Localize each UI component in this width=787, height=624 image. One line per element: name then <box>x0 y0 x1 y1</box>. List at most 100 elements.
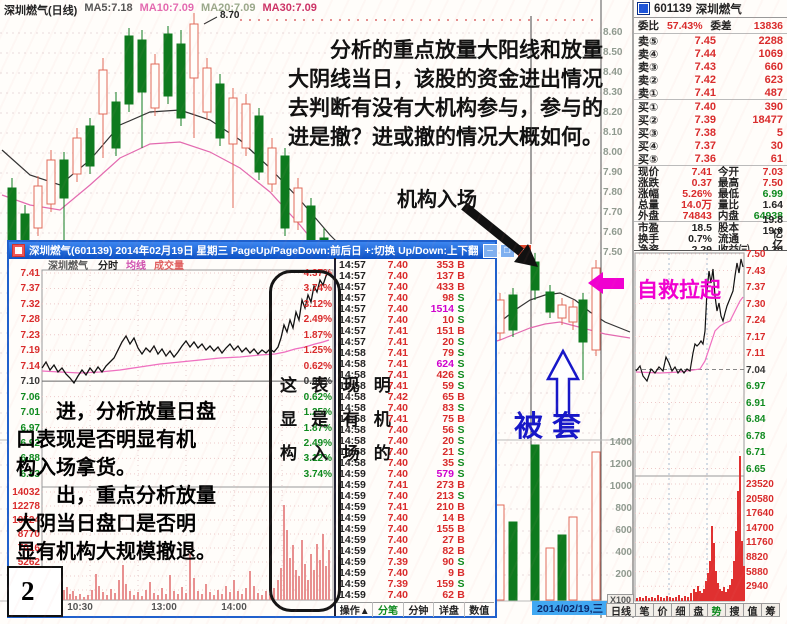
stat-row: 涨跌 0.37 最高 7.50 <box>638 176 783 190</box>
daily-chart-header: 深圳燃气(日线) MA5:7.18 MA10:7.09 MA20:7.09 MA… <box>4 2 317 18</box>
bid-row-4: 买④ 7.37 30 <box>638 139 783 153</box>
price-axis-label: 8.60 <box>603 27 623 38</box>
intraday-volume-label: 5262 <box>17 557 40 568</box>
biaoxian-line: 这 表 现 明 <box>280 376 396 395</box>
ma10-value: MA10:7.09 <box>139 2 195 14</box>
mini-volume-label: 14700 <box>746 522 774 534</box>
tick-row: 14:57 7.40 1514 S <box>339 302 465 315</box>
tick-row: 14:59 7.40 9 B <box>339 566 465 579</box>
intraday-time-label: 10:30 <box>67 602 93 613</box>
tick-row: 14:59 7.40 62 B <box>339 588 465 601</box>
stat-row: 市盈 18.5 股本 19.8亿 <box>634 214 787 240</box>
biaoxian-line: 显 是 有 机 <box>280 410 396 429</box>
volume-axis-label: 1000 <box>609 481 632 492</box>
jin-chu-line: 构入场拿货。 <box>16 457 136 479</box>
intraday-percent-label: 0.62% <box>303 391 332 403</box>
tick-row: 14:58 7.40 56 S <box>339 423 465 436</box>
period-tab-9[interactable]: 筹 <box>761 603 780 618</box>
mini-price-label: 7.50 <box>746 249 766 260</box>
stat-row: 现价 7.41 今开 7.03 <box>634 165 787 178</box>
mini-price-label: 7.11 <box>746 348 765 359</box>
ask-row-2: 卖② 7.42 623 <box>638 73 783 87</box>
stat-row: 涨幅 5.26% 最低 6.99 <box>638 187 783 201</box>
volume-axis-label: 800 <box>615 503 632 514</box>
price-axis-label: 7.90 <box>603 167 623 178</box>
jin-chu-line: 出，重点分析放量 <box>16 485 216 507</box>
weibi-value: 57.43% <box>666 19 703 32</box>
biaoxian-note: 这 表 现 明显 是 有 机构 入 场 的 <box>280 369 396 471</box>
volume-axis-label: 600 <box>615 525 632 536</box>
intraday-price-label: 7.06 <box>20 391 40 403</box>
jigou-ruchang-label: 机构入场 <box>397 189 477 211</box>
tick-toolbar-4[interactable]: 详盘 <box>433 602 463 617</box>
intraday-price-label: 7.10 <box>20 376 40 388</box>
mini-price-label: 7.30 <box>746 298 766 310</box>
intraday-percent-label: 2.49% <box>303 314 332 326</box>
tick-row: 14:59 7.40 213 S <box>339 489 465 502</box>
analysis-paragraph: 分析的重点放量大阳线和放量 大阴线当日，该股的资金进出情况 去判断有没有大机构参与，… <box>288 36 603 152</box>
analysis-line: 进是撤？进或撤的情况大概如何。 <box>288 125 603 149</box>
tick-row: 14:59 7.40 27 B <box>339 533 465 546</box>
period-tab-5[interactable]: 盘 <box>689 603 708 618</box>
tick-row: 14:59 7.40 579 S <box>339 467 465 480</box>
price-axis-label: 8.20 <box>603 107 623 118</box>
intraday-percent-label: 2.49% <box>303 437 332 449</box>
biaoxian-line: 构 入 场 的 <box>280 444 396 463</box>
bid-row-3: 买③ 7.38 5 <box>638 126 783 140</box>
tab-fenshi: 分时 <box>98 261 118 272</box>
mini-intraday-panel: 7.50 7.43 7.37 7.30 7.24 7.17 7.11 7.04 6.97 6.91… <box>634 249 787 605</box>
tick-toolbar-2[interactable]: 分笔 <box>372 602 402 617</box>
bid-row-1: 买① 7.40 390 <box>634 99 787 114</box>
page-number: 2 <box>21 576 35 606</box>
tick-row: 14:58 7.40 21 S <box>339 445 465 458</box>
period-tab-4[interactable]: 细 <box>671 603 690 618</box>
price-axis-label: 8.40 <box>603 67 623 78</box>
bid-row-5: 买⑤ 7.36 61 <box>638 152 783 166</box>
jin-chu-line: 显有机构大规模撤退。 <box>16 541 216 563</box>
tick-row: 14:57 7.41 151 B <box>339 324 465 337</box>
zijiu-laqi-label: 自救拉起 <box>637 278 721 302</box>
stat-row: 外盘 74843 内盘 64938 <box>638 209 783 223</box>
mini-volume-label: 5880 <box>746 566 769 578</box>
intraday-time-label: 14:00 <box>221 602 247 613</box>
tick-row: 14:57 7.41 20 S <box>339 335 465 348</box>
tick-row: 14:59 7.40 82 B <box>339 544 465 557</box>
window-icon <box>12 244 25 257</box>
price-axis-label: 8.00 <box>603 147 623 158</box>
jin-chu-line: 大阴当日盘口是否明 <box>16 513 196 535</box>
tick-row: 14:59 7.39 90 S <box>339 555 465 568</box>
tick-toolbar-3[interactable]: 分钟 <box>402 602 433 617</box>
mini-price-label: 7.17 <box>746 331 766 343</box>
intraday-price-label: 7.14 <box>20 360 40 372</box>
volume-axis-label: 400 <box>615 547 632 558</box>
price-axis-label: 8.10 <box>603 127 623 138</box>
tick-row: 14:58 7.40 35 S <box>339 456 465 469</box>
jin-chu-paragraph: 进，分析放量日盘 口表现是否明显有机 构入场拿货。 出，重点分析放量 大阴当日盘口是否… <box>16 398 216 566</box>
stat-row: 换手 0.7% 流通 19.0亿 <box>638 225 783 251</box>
tick-list-toolbar: 操作▲ 分笔 分钟 详盘 数值 <box>337 602 494 617</box>
tick-row: 14:59 7.40 14 B <box>339 511 465 524</box>
mini-intraday-axes: 7.50 7.43 7.37 7.30 7.24 7.17 7.11 7.04 6.97 6.91… <box>634 249 787 605</box>
tick-row: 14:58 7.41 79 S <box>339 346 465 359</box>
jin-chu-line: 口表现是否明显有机 <box>16 429 196 451</box>
intraday-price-label: 7.01 <box>20 407 40 419</box>
ma5-value: MA5:7.18 <box>84 2 133 14</box>
stock-grid-icon <box>637 2 650 15</box>
intraday-price-label: 7.28 <box>20 314 40 326</box>
tick-toolbar-5[interactable]: 数值 <box>463 602 494 617</box>
beitao-label: 被套 <box>514 411 591 443</box>
ask-row-4: 卖④ 7.44 1069 <box>638 47 783 61</box>
tick-toolbar-1[interactable]: 操作▲ <box>339 606 370 617</box>
intraday-price-label: 6.83 <box>20 468 40 480</box>
minimize-button[interactable]: ─ <box>482 243 498 258</box>
mini-price-label: 6.97 <box>746 381 766 392</box>
bid-row-2: 买② 7.39 18477 <box>638 113 783 127</box>
page-number-box: 2 <box>7 566 63 617</box>
intraday-price-label: 7.32 <box>20 298 40 310</box>
intraday-price-label: 7.19 <box>20 345 40 357</box>
mini-intraday-canvas[interactable] <box>634 251 787 605</box>
peak-price-label: 8.70 <box>220 10 240 21</box>
tick-row: 14:58 7.41 75 B <box>339 412 465 425</box>
